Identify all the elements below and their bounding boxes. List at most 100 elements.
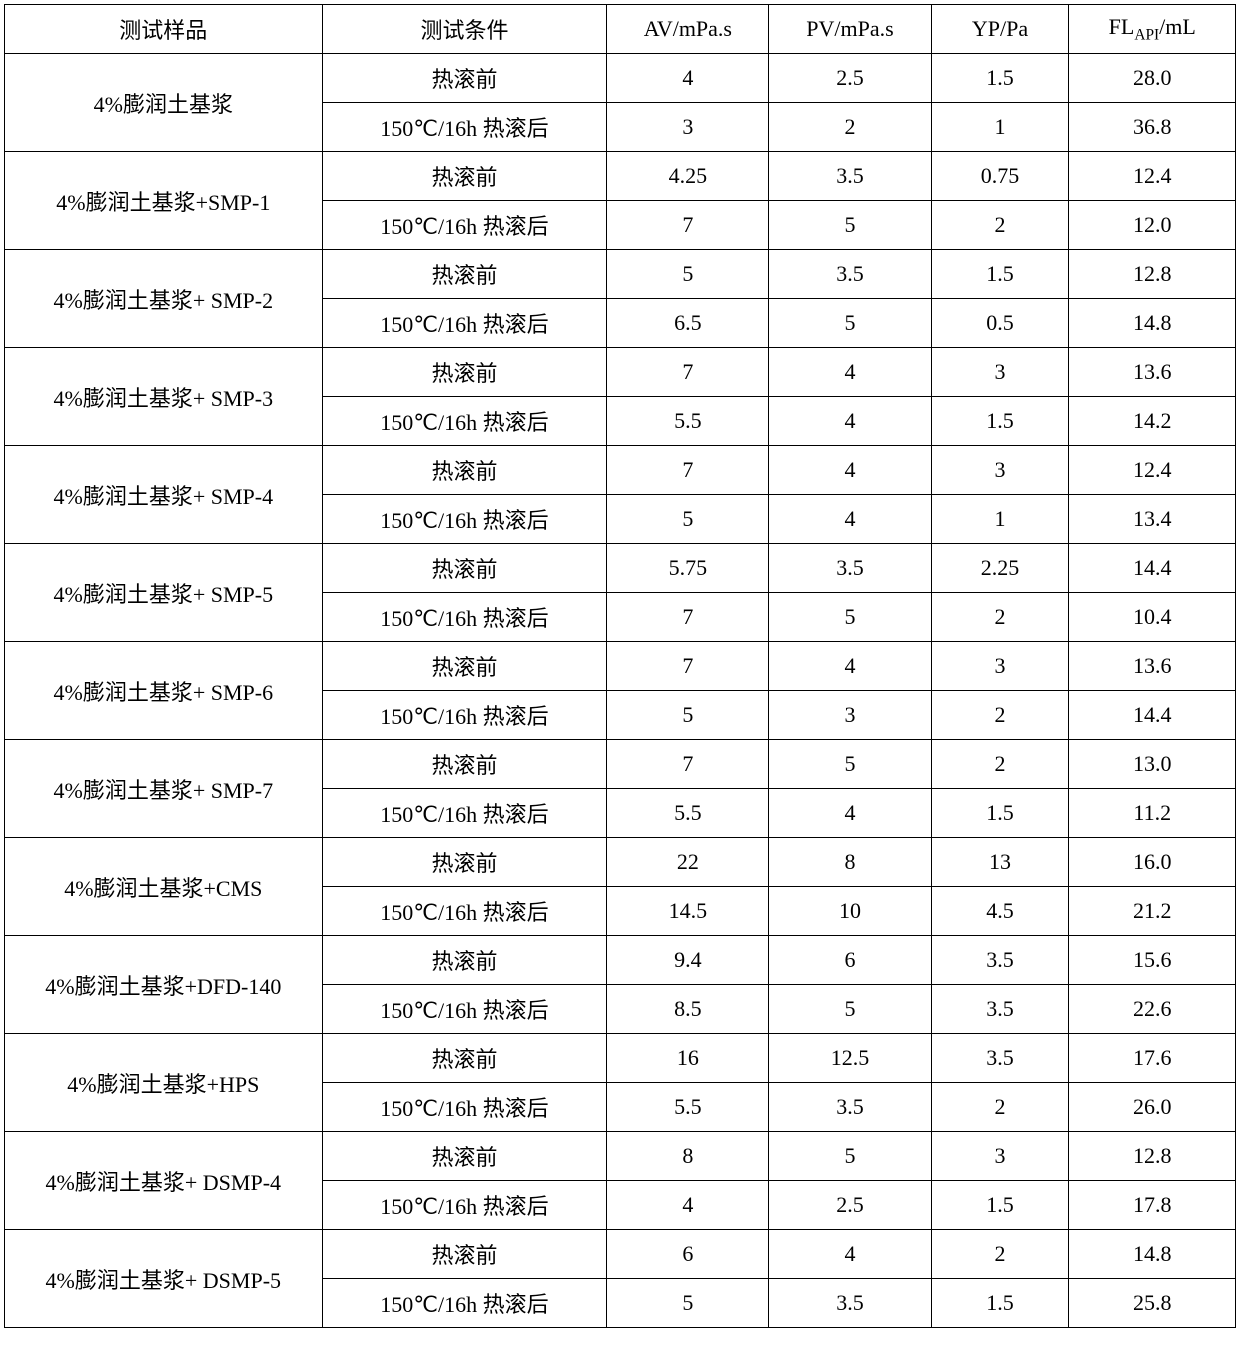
col-fl: FLAPI/mL <box>1069 5 1236 54</box>
table-row: 4%膨润土基浆+ SMP-6热滚前74313.6 <box>5 642 1236 691</box>
cell-fl: 17.6 <box>1069 1034 1236 1083</box>
cell-fl: 36.8 <box>1069 103 1236 152</box>
cell-yp: 2 <box>931 691 1069 740</box>
cell-condition: 热滚前 <box>322 838 607 887</box>
cell-fl: 14.8 <box>1069 299 1236 348</box>
results-table: 测试样品 测试条件 AV/mPa.s PV/mPa.s YP/Pa FLAPI/… <box>4 4 1236 1328</box>
cell-yp: 0.75 <box>931 152 1069 201</box>
cell-pv: 3.5 <box>769 250 931 299</box>
cell-yp: 2.25 <box>931 544 1069 593</box>
cell-condition: 热滚前 <box>322 1034 607 1083</box>
table-row: 4%膨润土基浆热滚前42.51.528.0 <box>5 54 1236 103</box>
cell-pv: 5 <box>769 1132 931 1181</box>
cell-fl: 21.2 <box>1069 887 1236 936</box>
cell-av: 7 <box>607 348 769 397</box>
cell-fl: 15.6 <box>1069 936 1236 985</box>
cell-yp: 1.5 <box>931 397 1069 446</box>
cell-pv: 3 <box>769 691 931 740</box>
cell-pv: 4 <box>769 642 931 691</box>
cell-sample: 4%膨润土基浆+ SMP-2 <box>5 250 323 348</box>
table-row: 4%膨润土基浆+ SMP-4热滚前74312.4 <box>5 446 1236 495</box>
cell-condition: 150℃/16h 热滚后 <box>322 299 607 348</box>
cell-condition: 热滚前 <box>322 446 607 495</box>
cell-av: 9.4 <box>607 936 769 985</box>
cell-condition: 150℃/16h 热滚后 <box>322 593 607 642</box>
cell-condition: 150℃/16h 热滚后 <box>322 397 607 446</box>
cell-fl: 25.8 <box>1069 1279 1236 1328</box>
table-row: 4%膨润土基浆+DFD-140热滚前9.463.515.6 <box>5 936 1236 985</box>
col-fl-sub: API <box>1134 26 1159 43</box>
cell-av: 5.5 <box>607 789 769 838</box>
cell-fl: 22.6 <box>1069 985 1236 1034</box>
cell-condition: 热滚前 <box>322 250 607 299</box>
cell-sample: 4%膨润土基浆 <box>5 54 323 152</box>
cell-yp: 2 <box>931 1230 1069 1279</box>
cell-yp: 3.5 <box>931 1034 1069 1083</box>
cell-fl: 14.2 <box>1069 397 1236 446</box>
col-fl-suffix: /mL <box>1159 14 1196 39</box>
cell-pv: 4 <box>769 348 931 397</box>
cell-condition: 150℃/16h 热滚后 <box>322 789 607 838</box>
cell-sample: 4%膨润土基浆+SMP-1 <box>5 152 323 250</box>
cell-pv: 5 <box>769 985 931 1034</box>
cell-yp: 13 <box>931 838 1069 887</box>
cell-condition: 热滚前 <box>322 1230 607 1279</box>
cell-fl: 13.4 <box>1069 495 1236 544</box>
cell-condition: 热滚前 <box>322 348 607 397</box>
cell-fl: 14.4 <box>1069 544 1236 593</box>
cell-yp: 3.5 <box>931 985 1069 1034</box>
table-row: 4%膨润土基浆+ SMP-7热滚前75213.0 <box>5 740 1236 789</box>
cell-av: 5.5 <box>607 397 769 446</box>
cell-yp: 2 <box>931 1083 1069 1132</box>
table-row: 4%膨润土基浆+ SMP-3热滚前74313.6 <box>5 348 1236 397</box>
cell-av: 22 <box>607 838 769 887</box>
cell-sample: 4%膨润土基浆+DFD-140 <box>5 936 323 1034</box>
cell-pv: 4 <box>769 1230 931 1279</box>
cell-condition: 150℃/16h 热滚后 <box>322 495 607 544</box>
cell-av: 5.5 <box>607 1083 769 1132</box>
cell-fl: 12.0 <box>1069 201 1236 250</box>
cell-condition: 150℃/16h 热滚后 <box>322 1279 607 1328</box>
col-fl-prefix: FL <box>1109 14 1135 39</box>
cell-fl: 14.8 <box>1069 1230 1236 1279</box>
cell-fl: 13.6 <box>1069 348 1236 397</box>
cell-condition: 热滚前 <box>322 544 607 593</box>
cell-av: 5 <box>607 250 769 299</box>
cell-sample: 4%膨润土基浆+ DSMP-4 <box>5 1132 323 1230</box>
cell-yp: 1.5 <box>931 789 1069 838</box>
col-yp: YP/Pa <box>931 5 1069 54</box>
cell-av: 5 <box>607 691 769 740</box>
cell-pv: 4 <box>769 789 931 838</box>
cell-fl: 12.8 <box>1069 250 1236 299</box>
cell-condition: 150℃/16h 热滚后 <box>322 103 607 152</box>
cell-condition: 150℃/16h 热滚后 <box>322 201 607 250</box>
cell-pv: 8 <box>769 838 931 887</box>
table-row: 4%膨润土基浆+SMP-1热滚前4.253.50.7512.4 <box>5 152 1236 201</box>
cell-av: 5 <box>607 1279 769 1328</box>
cell-sample: 4%膨润土基浆+HPS <box>5 1034 323 1132</box>
cell-sample: 4%膨润土基浆+ SMP-7 <box>5 740 323 838</box>
cell-condition: 热滚前 <box>322 1132 607 1181</box>
cell-condition: 150℃/16h 热滚后 <box>322 887 607 936</box>
cell-av: 7 <box>607 446 769 495</box>
cell-av: 5.75 <box>607 544 769 593</box>
cell-condition: 150℃/16h 热滚后 <box>322 691 607 740</box>
cell-av: 7 <box>607 642 769 691</box>
cell-pv: 10 <box>769 887 931 936</box>
table-body: 4%膨润土基浆热滚前42.51.528.0150℃/16h 热滚后32136.8… <box>5 54 1236 1328</box>
cell-sample: 4%膨润土基浆+ SMP-4 <box>5 446 323 544</box>
cell-fl: 12.8 <box>1069 1132 1236 1181</box>
cell-av: 8 <box>607 1132 769 1181</box>
table-row: 4%膨润土基浆+ SMP-5热滚前5.753.52.2514.4 <box>5 544 1236 593</box>
cell-fl: 16.0 <box>1069 838 1236 887</box>
cell-av: 4 <box>607 54 769 103</box>
cell-condition: 热滚前 <box>322 642 607 691</box>
col-av: AV/mPa.s <box>607 5 769 54</box>
cell-av: 4.25 <box>607 152 769 201</box>
cell-yp: 3 <box>931 1132 1069 1181</box>
cell-condition: 热滚前 <box>322 740 607 789</box>
cell-sample: 4%膨润土基浆+ SMP-5 <box>5 544 323 642</box>
table-row: 4%膨润土基浆+ DSMP-5热滚前64214.8 <box>5 1230 1236 1279</box>
col-condition: 测试条件 <box>322 5 607 54</box>
cell-pv: 5 <box>769 593 931 642</box>
